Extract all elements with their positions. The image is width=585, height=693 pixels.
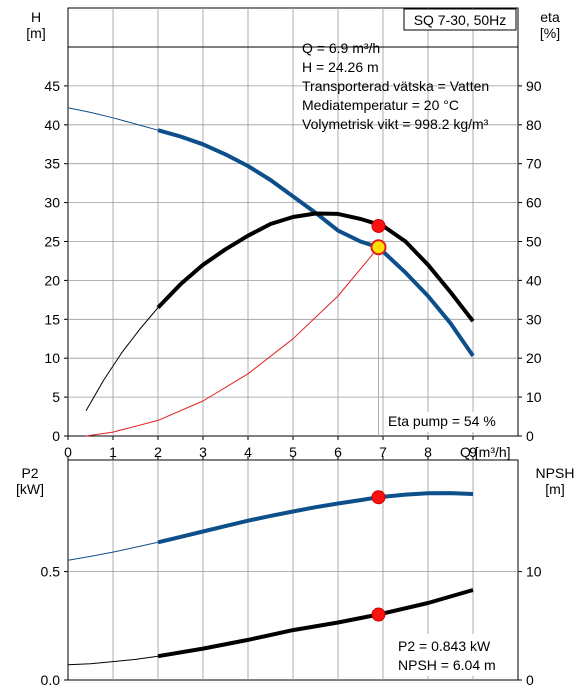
top-right-tick-label: 0 bbox=[526, 428, 534, 444]
top-left-tick-label: 25 bbox=[44, 234, 60, 250]
p2-curve-extrapolated bbox=[67, 541, 159, 561]
top-left-tick-label: 10 bbox=[44, 350, 60, 366]
bottom-info: P2 = 0.843 kW NPSH = 6.04 m bbox=[394, 634, 514, 676]
eta-point-marker bbox=[371, 218, 386, 233]
top-left-tick-label: 20 bbox=[44, 272, 60, 288]
bottom-right-tick-label: 0 bbox=[526, 672, 534, 688]
info-line: Mediatemperatur = 20 °C bbox=[302, 97, 459, 113]
system-curve bbox=[85, 246, 379, 437]
x-tick-label: 1 bbox=[109, 444, 117, 460]
bottom-info-line: P2 = 0.843 kW bbox=[398, 638, 491, 654]
eta-label-bg bbox=[384, 412, 506, 432]
p2-point-marker bbox=[371, 490, 386, 505]
chart-title-box bbox=[403, 8, 517, 31]
eta-curve-extrapolated bbox=[85, 307, 159, 411]
bottom-right-tick-label: 10 bbox=[526, 564, 542, 580]
bottom-left-axis-unit: [kW] bbox=[16, 481, 44, 497]
x-tick-label: 7 bbox=[379, 444, 387, 460]
x-tick-label: 4 bbox=[244, 444, 252, 460]
top-left-tick-label: 40 bbox=[44, 117, 60, 133]
x-tick-label: 3 bbox=[199, 444, 207, 460]
top-right-tick-label: 20 bbox=[526, 350, 542, 366]
x-tick-label: 6 bbox=[334, 444, 342, 460]
chart-title: SQ 7-30, 50Hz bbox=[414, 12, 507, 28]
p2-curve bbox=[157, 491, 474, 545]
bottom-left-tick-label: 0.5 bbox=[41, 564, 61, 580]
top-right-tick-label: 60 bbox=[526, 195, 542, 211]
top-right-tick-label: 80 bbox=[526, 117, 542, 133]
bottom-info-line: NPSH = 6.04 m bbox=[398, 657, 496, 673]
info-line: Transporterad vätska = Vatten bbox=[302, 78, 489, 94]
bottom-curves bbox=[67, 490, 474, 666]
top-left-axis-unit: [m] bbox=[26, 25, 45, 41]
top-right-axis-unit: [%] bbox=[540, 25, 560, 41]
top-left-tick-label: 30 bbox=[44, 195, 60, 211]
top-right-tick-label: 30 bbox=[526, 311, 542, 327]
top-left-tick-label: 0 bbox=[52, 428, 60, 444]
x-axis-label: Q [m³/h] bbox=[460, 444, 511, 460]
bottom-ticks: 0.0 0.5 0 10 bbox=[41, 456, 542, 688]
x-tick-label: 8 bbox=[424, 444, 432, 460]
top-right-axis-name: eta bbox=[540, 9, 560, 25]
bottom-info-bg bbox=[394, 634, 514, 676]
top-left-tick-label: 15 bbox=[44, 311, 60, 327]
npsh-curve bbox=[157, 588, 474, 659]
top-grid bbox=[68, 8, 518, 436]
bottom-right-axis-unit: [m] bbox=[545, 481, 564, 497]
eta-curve bbox=[156, 211, 475, 323]
top-curves bbox=[67, 107, 475, 437]
bottom-grid bbox=[68, 460, 518, 680]
info-line: Volymetrisk vikt = 998.2 kg/m³ bbox=[302, 116, 489, 132]
bottom-left-tick-label: 0.0 bbox=[41, 672, 61, 688]
x-tick-label: 9 bbox=[469, 444, 477, 460]
operating-point-marker bbox=[370, 239, 387, 256]
bottom-right-axis-name: NPSH bbox=[536, 465, 575, 481]
top-left-tick-label: 5 bbox=[52, 389, 60, 405]
x-tick-label: 5 bbox=[289, 444, 297, 460]
x-tick-label: 0 bbox=[64, 444, 72, 460]
top-right-tick-label: 70 bbox=[526, 156, 542, 172]
top-left-tick-label: 45 bbox=[44, 78, 60, 94]
top-left-axis-name: H bbox=[31, 9, 41, 25]
info-line: H = 24.26 m bbox=[302, 59, 379, 75]
top-left-tick-label: 35 bbox=[44, 156, 60, 172]
npsh-curve-extrapolated bbox=[67, 655, 159, 666]
head-curve-extrapolated bbox=[67, 107, 159, 131]
bottom-chart: 0.0 0.5 0 10 P2 [kW] NPSH [m] P2 = 0.843 kW… bbox=[16, 456, 574, 688]
bottom-left-axis-name: P2 bbox=[21, 465, 38, 481]
eta-pump-label: Eta pump = 54 % bbox=[388, 413, 496, 429]
npsh-point-marker bbox=[371, 607, 386, 622]
info-line: Q = 6.9 m³/h bbox=[302, 40, 380, 56]
operating-point-info: Q = 6.9 m³/h H = 24.26 m Transporterad vät… bbox=[302, 40, 489, 132]
x-tick-label: 2 bbox=[154, 444, 162, 460]
top-right-tick-label: 10 bbox=[526, 389, 542, 405]
top-right-tick-label: 40 bbox=[526, 272, 542, 288]
top-right-tick-label: 50 bbox=[526, 234, 542, 250]
top-right-tick-label: 90 bbox=[526, 78, 542, 94]
